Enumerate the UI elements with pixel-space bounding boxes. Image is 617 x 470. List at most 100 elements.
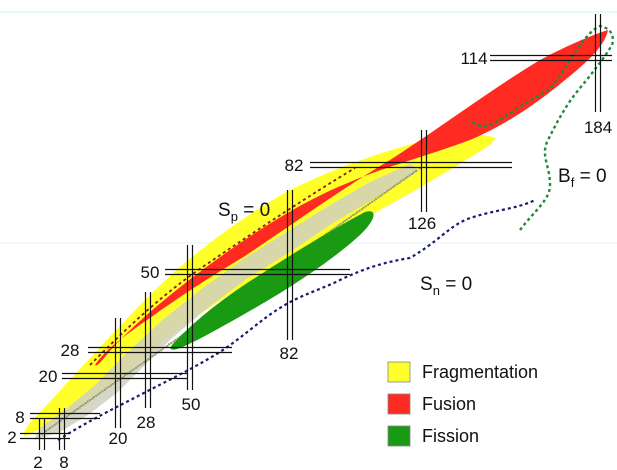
stable-isotope-dot (122, 375, 125, 378)
stable-isotope-dot (88, 399, 91, 402)
stable-isotope-dot (170, 341, 173, 344)
stable-isotope-dot (339, 222, 342, 225)
stable-isotope-dot (337, 224, 340, 227)
neutron-dripline-curve (57, 199, 536, 441)
stable-isotope-dot (362, 206, 365, 209)
proton-dripline-label: Sp = 0 (218, 200, 270, 224)
stable-isotope-dot (55, 422, 58, 425)
stable-isotope-dot (66, 415, 69, 418)
stable-isotope-dot (329, 230, 332, 233)
stable-isotope-dot (176, 337, 179, 340)
stable-isotope-dot (103, 388, 106, 391)
stable-isotope-dot (387, 189, 390, 191)
stable-isotope-dot (118, 378, 120, 381)
stable-isotope-dot (86, 400, 89, 403)
stable-isotope-dot (379, 195, 382, 197)
stable-isotope-dot (59, 419, 62, 422)
fusion-region (95, 30, 608, 366)
stable-isotope-dot (84, 402, 87, 405)
stable-isotope-dot (333, 227, 336, 230)
stable-isotope-dot (350, 215, 352, 218)
stable-isotope-dot (331, 228, 334, 231)
neutron-dripline-label: Sn = 0 (420, 274, 472, 298)
stable-isotope-dot (381, 193, 384, 196)
fission-barrier-curve (469, 24, 614, 231)
stable-isotope-dot (141, 362, 144, 365)
proton-label-50: 50 (141, 263, 160, 282)
stable-isotope-dot (385, 190, 388, 193)
stable-isotope-dot (392, 186, 395, 189)
stable-isotope-dot (172, 340, 175, 343)
stable-isotope-dot (72, 411, 75, 413)
stable-isotope-dot (49, 427, 51, 429)
fragmentation-region (23, 133, 496, 438)
neutron-label-50: 50 (182, 395, 201, 414)
stable-isotope-dot (157, 350, 160, 353)
stable-isotope-dot (360, 208, 363, 211)
stable-isotope-dot (383, 192, 386, 194)
stable-isotope-dot (145, 359, 148, 362)
neutron-label-28: 28 (137, 413, 156, 432)
neutron-label-2: 2 (33, 453, 42, 470)
stable-isotope-dot (166, 344, 169, 347)
legend-swatch-fusion (387, 393, 411, 415)
proton-label-2: 2 (7, 428, 16, 447)
stable-isotope-dot (408, 174, 411, 177)
proton-label-20: 20 (39, 367, 58, 386)
neutron-label-20: 20 (109, 429, 128, 448)
stable-isotope-dot (174, 338, 177, 341)
stable-isotope-dot (136, 365, 139, 368)
stable-isotope-dot (124, 374, 127, 377)
stable-isotope-dot (153, 353, 156, 356)
stable-isotope-dot (393, 184, 396, 187)
stable-isotope-dot (406, 175, 409, 178)
stable-isotope-dot (398, 181, 401, 184)
stable-isotope-dot (67, 413, 70, 416)
stable-isotope-dot (373, 199, 376, 202)
legend-swatch-fragmentation (387, 361, 411, 383)
stable-isotope-dot (139, 363, 142, 366)
stable-isotope-dot (371, 200, 374, 203)
stable-isotope-dot (404, 177, 407, 180)
neutron-label-82: 82 (280, 344, 299, 363)
stable-isotope-dot (356, 211, 359, 214)
stable-isotope-dot (396, 183, 399, 186)
stable-isotope-dot (147, 358, 150, 361)
legend: Fragmentation Fusion Fission (387, 361, 538, 447)
stable-isotope-dot (45, 430, 47, 432)
stable-isotope-dot (74, 409, 77, 412)
magic-number-lines (20, 14, 612, 450)
fission-region (170, 211, 374, 350)
stable-isotope-dot (354, 212, 357, 215)
legend-label-fusion: Fusion (422, 394, 476, 414)
stable-isotope-dot (400, 180, 403, 183)
stable-isotope-dot (76, 408, 79, 410)
stable-isotope-dot (111, 382, 114, 385)
proton-label-114: 114 (460, 49, 487, 68)
stable-isotope-dot (128, 371, 131, 374)
fission-barrier-label: Bf = 0 (558, 166, 607, 190)
neutron-label-184: 184 (584, 118, 612, 137)
legend-label-fragmentation: Fragmentation (422, 362, 538, 382)
stable-isotope-dot (161, 347, 164, 350)
stable-isotope-dot (78, 406, 81, 409)
stable-isotope-dot (377, 196, 380, 199)
stable-isotope-dot (342, 221, 344, 224)
stable-isotope-dot (151, 355, 154, 358)
stable-isotope-dot (412, 171, 415, 174)
stable-isotope-dot (110, 384, 112, 387)
stable-isotope-dot (402, 178, 405, 181)
stable-isotope-dot (47, 428, 50, 431)
proton-dripline-curve (89, 167, 356, 366)
stable-isotope-dot (53, 424, 56, 427)
stable-isotope-dot (61, 418, 64, 421)
stable-isotope-dot (168, 343, 171, 346)
stable-isotope-dot (348, 217, 351, 220)
stable-isotope-dot (91, 397, 94, 400)
stable-isotope-dot (105, 387, 108, 390)
proton-label-82: 82 (285, 156, 304, 175)
stable-isotope-dot (143, 360, 146, 363)
